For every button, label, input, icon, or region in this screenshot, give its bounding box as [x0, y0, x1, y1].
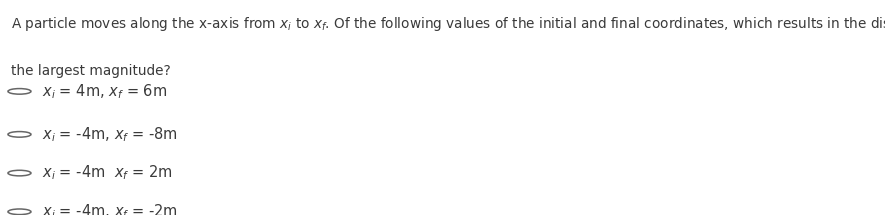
Text: $x_i$ = -4m, $x_f$ = -2m: $x_i$ = -4m, $x_f$ = -2m [42, 203, 178, 215]
Text: the largest magnitude?: the largest magnitude? [11, 64, 171, 78]
Text: $x_i$ = -4m  $x_f$ = 2m: $x_i$ = -4m $x_f$ = 2m [42, 164, 173, 182]
Text: A particle moves along the x-axis from $x_i$ to $x_f$. Of the following values o: A particle moves along the x-axis from $… [11, 15, 885, 33]
Text: $x_i$ = -4m, $x_f$ = -8m: $x_i$ = -4m, $x_f$ = -8m [42, 125, 179, 144]
Text: $x_i$ = 4m, $x_f$ = 6m: $x_i$ = 4m, $x_f$ = 6m [42, 82, 168, 101]
